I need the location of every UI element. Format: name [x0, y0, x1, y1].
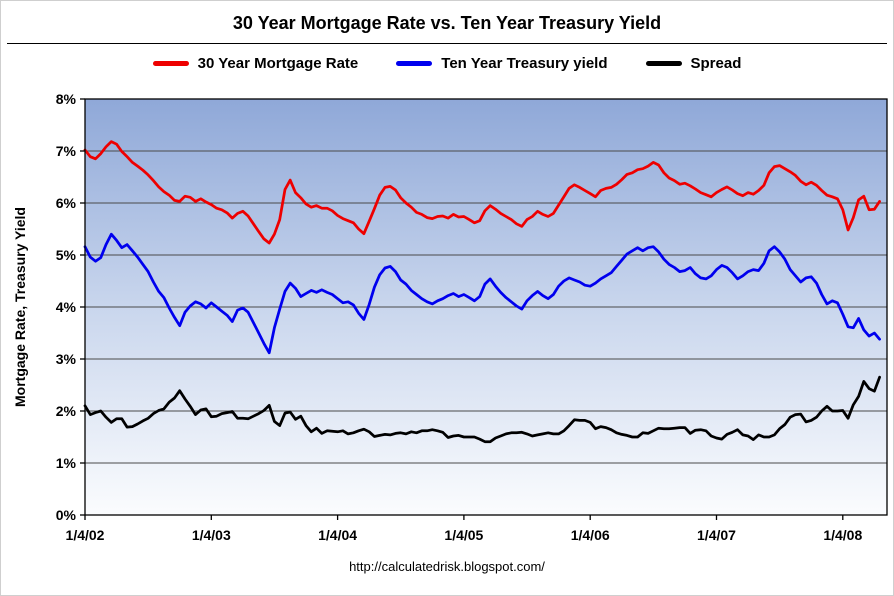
plot-area: 0% 1% 2% 3% 4% 5% 6% 7% 8% 1/4/02 1/4/03 1/4/04 1/4/…	[12, 91, 888, 543]
title-divider	[7, 43, 887, 44]
y-tick-label: 0%	[56, 507, 77, 523]
legend-item-mortgage-rate: 30 Year Mortgage Rate	[152, 55, 359, 72]
legend-item-spread: Spread	[645, 55, 742, 72]
x-tick-label: 1/4/04	[318, 527, 357, 543]
series-line-spread	[83, 375, 881, 444]
source-url: http://calculatedrisk.blogspot.com/	[349, 559, 545, 574]
y-tick-label: 6%	[56, 195, 77, 211]
y-tick-label: 3%	[56, 351, 77, 367]
y-tick-label: 8%	[56, 91, 77, 107]
chart-header: 30 Year Mortgage Rate vs. Ten Year Treas…	[1, 1, 893, 44]
legend-swatch-blue-line-icon	[396, 61, 433, 66]
x-tick-label: 1/4/05	[444, 527, 483, 543]
legend: 30 Year Mortgage Rate Ten Year Treasury …	[1, 55, 893, 72]
y-tick-label: 5%	[56, 247, 77, 263]
y-tick-label: 2%	[56, 403, 77, 419]
x-tick-label: 1/4/07	[697, 527, 736, 543]
legend-item-treasury-yield: Ten Year Treasury yield	[396, 55, 608, 72]
plot-region: 0% 1% 2% 3% 4% 5% 6% 7% 8% 1/4/02 1/4/03 1/4/04 1/4/…	[1, 89, 893, 551]
y-axis-title: Mortgage Rate, Treasury Yield	[12, 207, 28, 407]
x-tick-label: 1/4/02	[66, 527, 105, 543]
y-tick-label: 1%	[56, 455, 77, 471]
x-tick-label: 1/4/08	[823, 527, 862, 543]
legend-label: 30 Year Mortgage Rate	[197, 55, 359, 72]
legend-swatch-red-line-icon	[152, 61, 189, 66]
y-tick-label: 4%	[56, 299, 77, 315]
x-tick-label: 1/4/06	[571, 527, 610, 543]
series-line-30-year-mortgage-rate	[83, 140, 881, 245]
y-tick-label: 7%	[56, 143, 77, 159]
legend-label: Ten Year Treasury yield	[441, 55, 608, 72]
x-tick-label: 1/4/03	[192, 527, 231, 543]
legend-swatch-black-line-icon	[645, 61, 682, 66]
series-line-ten-year-treasury-yield	[83, 232, 881, 355]
legend-label: Spread	[690, 55, 742, 72]
chart-title: 30 Year Mortgage Rate vs. Ten Year Treas…	[232, 13, 662, 33]
